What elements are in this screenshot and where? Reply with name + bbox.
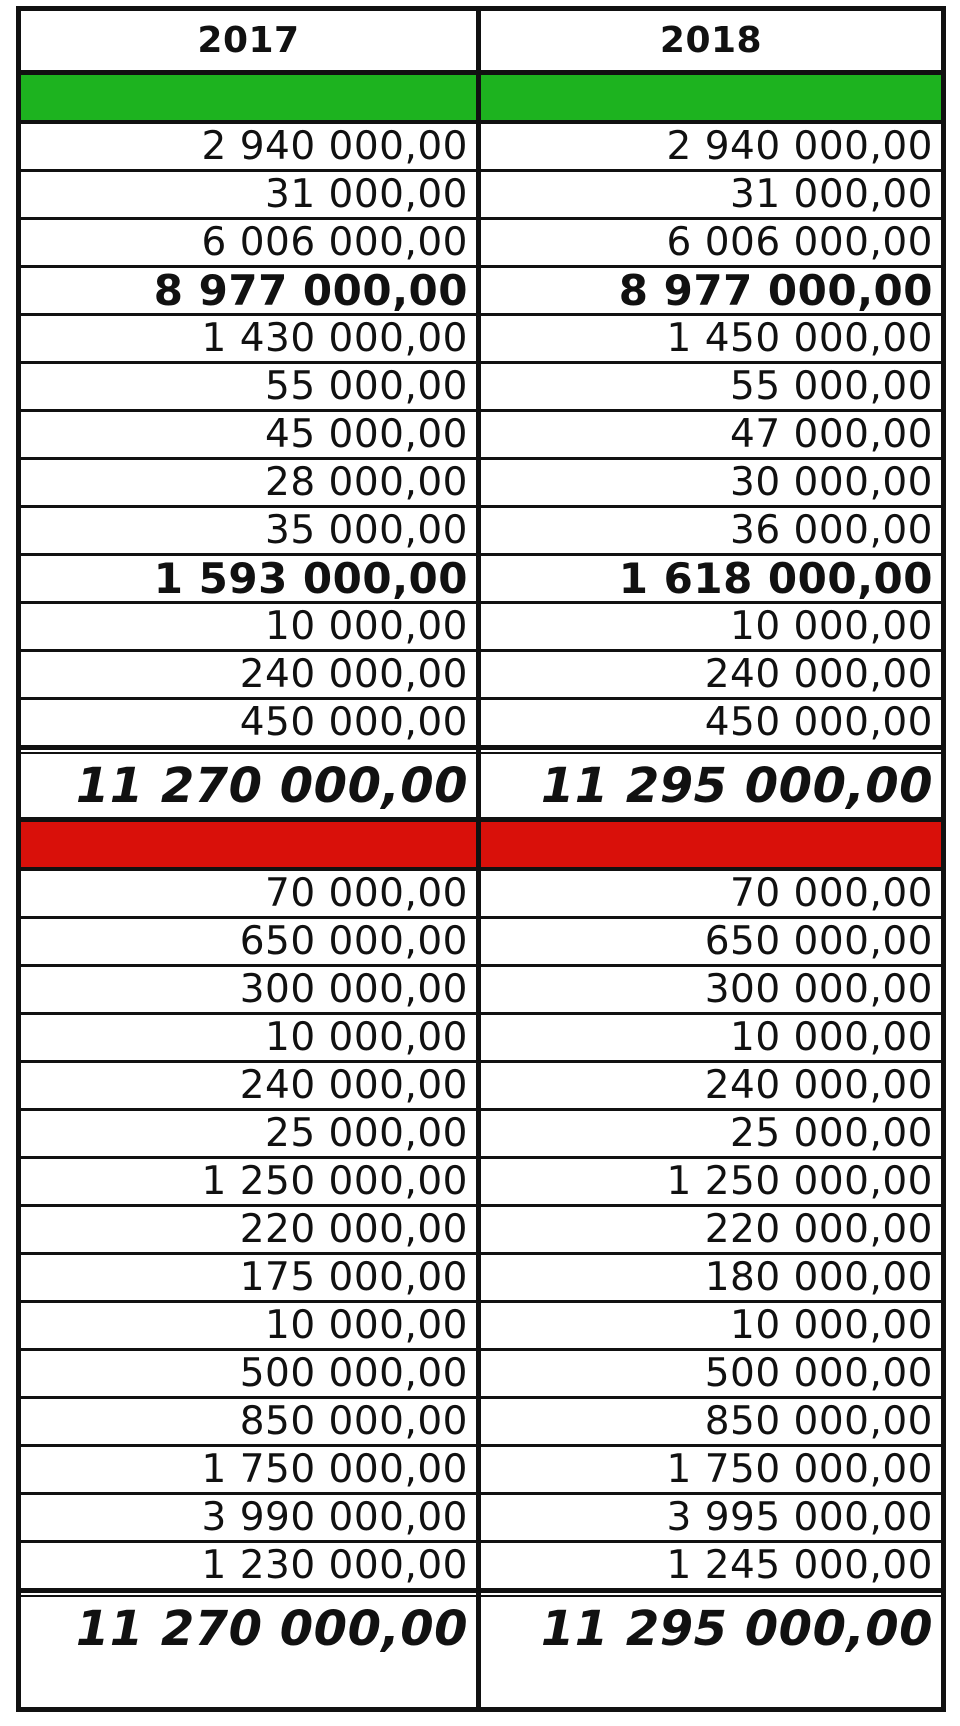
value-cell: 70 000,00 [21,871,476,919]
value-cell: 70 000,00 [481,871,941,919]
value-cell: 1 430 000,00 [21,316,476,364]
value-cell: 650 000,00 [481,919,941,967]
value-cell: 650 000,00 [21,919,476,967]
value-cell: 240 000,00 [21,1063,476,1111]
income-total-cell: 11 295 000,00 [481,748,941,822]
income-section-band [481,75,941,124]
value-cell: 240 000,00 [481,1063,941,1111]
value-cell: 55 000,00 [21,364,476,412]
subtotal-cell: 1 593 000,00 [21,554,476,604]
value-cell: 1 750 000,00 [481,1447,941,1495]
value-cell: 10 000,00 [21,1303,476,1351]
value-cell: 10 000,00 [21,604,476,652]
value-cell: 2 940 000,00 [21,124,476,172]
column-2018: 2018 2 940 000,00 31 000,00 6 006 000,00 8 9… [481,11,941,1707]
value-cell: 31 000,00 [481,172,941,220]
value-cell: 35 000,00 [21,508,476,556]
expense-total-cell: 11 270 000,00 [21,1591,476,1661]
column-2017: 2017 2 940 000,00 31 000,00 6 006 000,00 8 9… [21,11,481,1707]
value-cell: 10 000,00 [21,1015,476,1063]
subtotal-cell: 8 977 000,00 [21,266,476,316]
income-total-cell: 11 270 000,00 [21,748,476,822]
value-cell: 2 940 000,00 [481,124,941,172]
value-cell: 240 000,00 [481,652,941,700]
value-cell: 500 000,00 [21,1351,476,1399]
value-cell: 220 000,00 [481,1207,941,1255]
value-cell: 47 000,00 [481,412,941,460]
value-cell: 28 000,00 [21,460,476,508]
value-cell: 1 250 000,00 [481,1159,941,1207]
value-cell: 240 000,00 [21,652,476,700]
value-cell: 300 000,00 [481,967,941,1015]
expense-section-band [21,822,476,871]
value-cell: 450 000,00 [481,700,941,748]
value-cell: 25 000,00 [481,1111,941,1159]
value-cell: 850 000,00 [21,1399,476,1447]
expense-total-cell: 11 295 000,00 [481,1591,941,1661]
value-cell: 55 000,00 [481,364,941,412]
expense-section-band [481,822,941,871]
subtotal-cell: 8 977 000,00 [481,266,941,316]
value-cell: 1 750 000,00 [21,1447,476,1495]
value-cell: 10 000,00 [481,1303,941,1351]
value-cell: 1 230 000,00 [21,1543,476,1591]
value-cell: 3 990 000,00 [21,1495,476,1543]
value-cell: 10 000,00 [481,604,941,652]
budget-table: 2017 2 940 000,00 31 000,00 6 006 000,00 8 9… [16,6,946,1712]
year-header: 2017 [21,11,476,75]
value-cell: 6 006 000,00 [21,220,476,268]
value-cell: 10 000,00 [481,1015,941,1063]
value-cell: 300 000,00 [21,967,476,1015]
value-cell: 36 000,00 [481,508,941,556]
year-header: 2018 [481,11,941,75]
value-cell: 1 450 000,00 [481,316,941,364]
value-cell: 31 000,00 [21,172,476,220]
value-cell: 1 245 000,00 [481,1543,941,1591]
subtotal-cell: 1 618 000,00 [481,554,941,604]
income-section-band [21,75,476,124]
value-cell: 220 000,00 [21,1207,476,1255]
value-cell: 500 000,00 [481,1351,941,1399]
value-cell: 1 250 000,00 [21,1159,476,1207]
value-cell: 3 995 000,00 [481,1495,941,1543]
value-cell: 30 000,00 [481,460,941,508]
value-cell: 25 000,00 [21,1111,476,1159]
value-cell: 45 000,00 [21,412,476,460]
value-cell: 450 000,00 [21,700,476,748]
value-cell: 6 006 000,00 [481,220,941,268]
value-cell: 175 000,00 [21,1255,476,1303]
value-cell: 850 000,00 [481,1399,941,1447]
value-cell: 180 000,00 [481,1255,941,1303]
